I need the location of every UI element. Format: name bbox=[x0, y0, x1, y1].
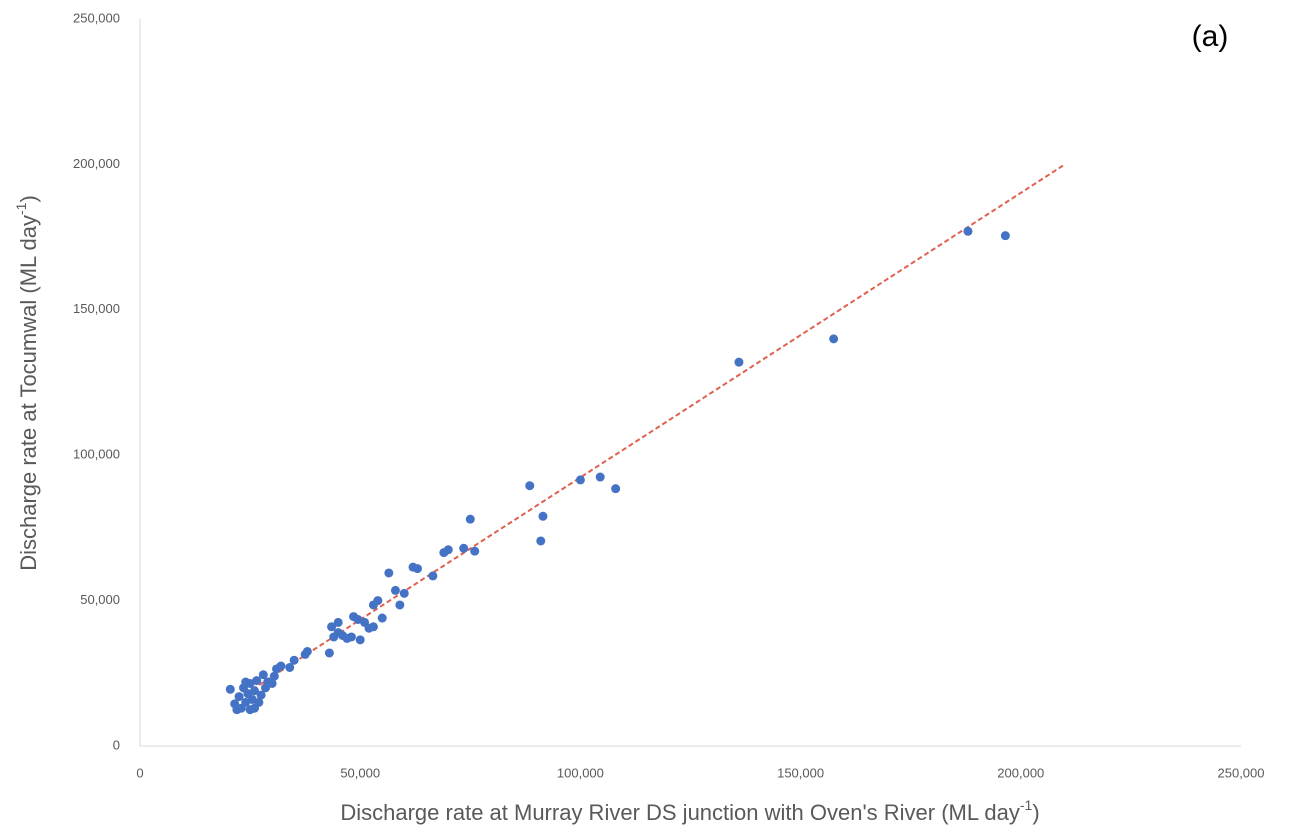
x-tick-label: 100,000 bbox=[557, 765, 604, 780]
point bbox=[459, 543, 469, 553]
point bbox=[575, 475, 585, 485]
point bbox=[346, 632, 356, 642]
y-tick-label: 250,000 bbox=[73, 10, 120, 25]
x-axis-title: Discharge rate at Murray River DS juncti… bbox=[340, 797, 1039, 825]
point bbox=[384, 568, 394, 578]
y-tick-label: 200,000 bbox=[73, 156, 120, 171]
point bbox=[538, 511, 548, 521]
point bbox=[377, 613, 387, 623]
point bbox=[443, 545, 453, 555]
point bbox=[373, 596, 383, 606]
point bbox=[368, 622, 378, 632]
point bbox=[327, 622, 337, 632]
y-axis-title: Discharge rate at Tocumwal (ML day-1) bbox=[13, 195, 41, 571]
point bbox=[470, 546, 480, 556]
point bbox=[963, 226, 973, 236]
x-axis-title-end: ) bbox=[1032, 800, 1039, 825]
point bbox=[254, 697, 264, 707]
point bbox=[734, 357, 744, 367]
point bbox=[269, 671, 279, 681]
x-tick-label: 50,000 bbox=[340, 765, 380, 780]
point bbox=[355, 635, 365, 645]
x-axis-title-sup: -1 bbox=[1020, 797, 1033, 813]
x-tick-label: 0 bbox=[136, 765, 143, 780]
point bbox=[289, 655, 299, 665]
point bbox=[234, 692, 244, 702]
point bbox=[256, 690, 266, 700]
point bbox=[525, 481, 535, 491]
point bbox=[225, 684, 235, 694]
point bbox=[302, 646, 312, 656]
point bbox=[276, 661, 286, 671]
x-tick-label: 200,000 bbox=[997, 765, 1044, 780]
y-axis-title-end: ) bbox=[16, 195, 41, 202]
point bbox=[258, 670, 268, 680]
point bbox=[324, 648, 334, 658]
point bbox=[595, 472, 605, 482]
y-axis-title-text: Discharge rate at Tocumwal (ML day bbox=[16, 215, 41, 571]
x-axis-title-text: Discharge rate at Murray River DS juncti… bbox=[340, 800, 1020, 825]
point bbox=[267, 678, 277, 688]
x-tick-label: 150,000 bbox=[777, 765, 824, 780]
point bbox=[390, 585, 400, 595]
point bbox=[333, 617, 343, 627]
point bbox=[252, 676, 262, 686]
y-axis-title-sup: -1 bbox=[13, 202, 29, 215]
point bbox=[250, 686, 260, 696]
point bbox=[536, 536, 546, 546]
point bbox=[829, 334, 839, 344]
point bbox=[611, 484, 621, 494]
point bbox=[465, 514, 475, 524]
point bbox=[399, 588, 409, 598]
point bbox=[1000, 231, 1010, 241]
annotation: (a) bbox=[1192, 20, 1229, 53]
x-tick-label: 250,000 bbox=[1218, 765, 1265, 780]
y-tick-label: 50,000 bbox=[80, 592, 120, 607]
point bbox=[395, 600, 405, 610]
point bbox=[285, 662, 295, 672]
y-tick-label: 150,000 bbox=[73, 301, 120, 316]
y-tick-label: 100,000 bbox=[73, 447, 120, 462]
y-tick-label: 0 bbox=[113, 737, 120, 752]
point bbox=[412, 564, 422, 574]
point bbox=[428, 571, 438, 581]
trendline bbox=[245, 163, 1066, 695]
